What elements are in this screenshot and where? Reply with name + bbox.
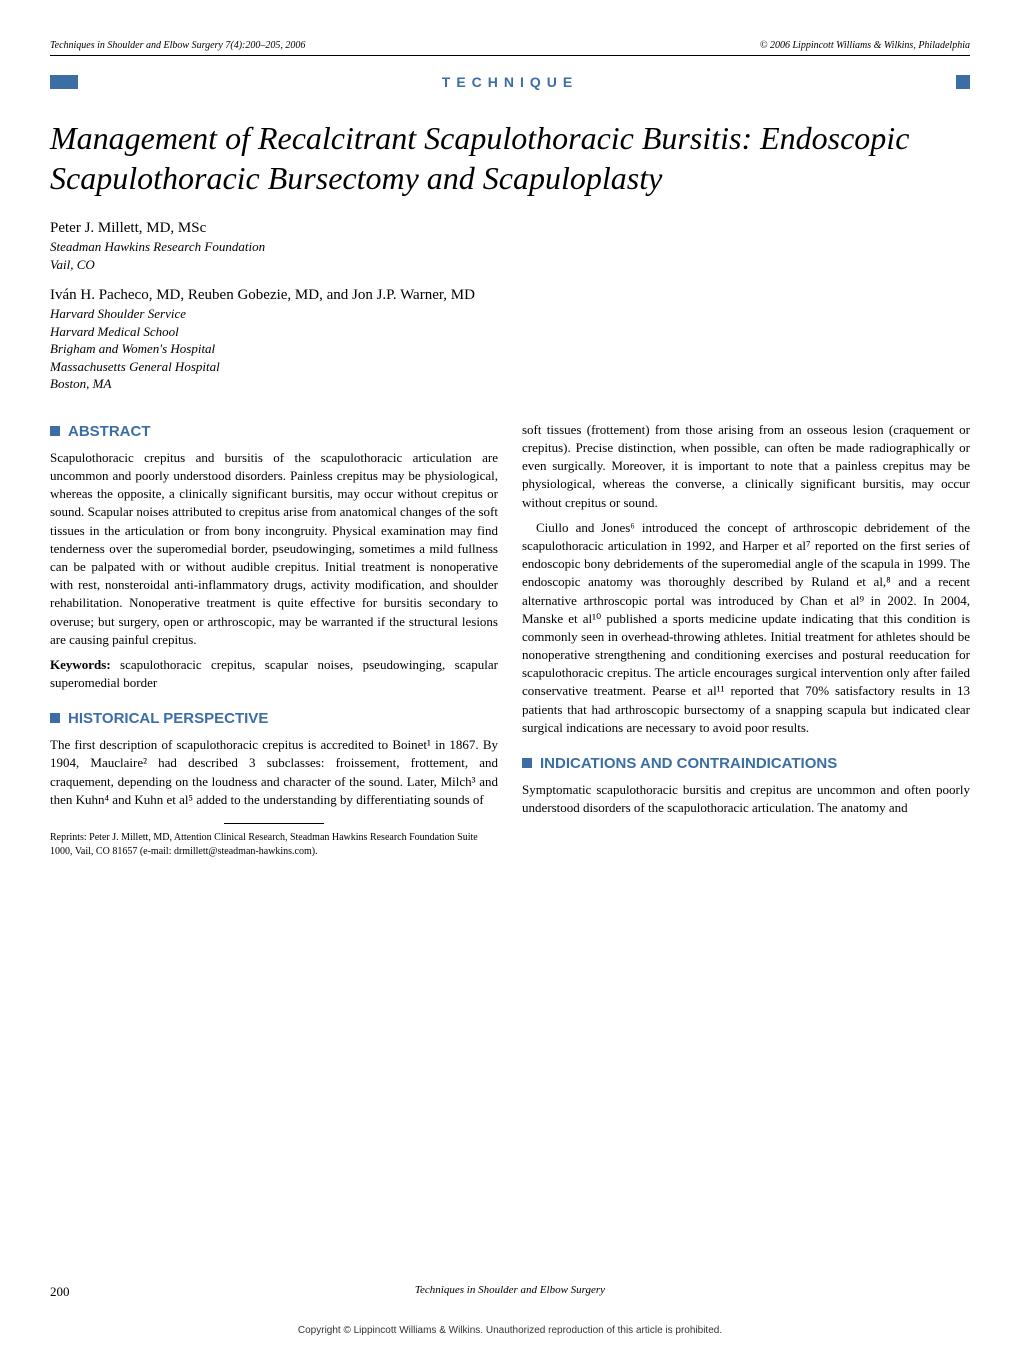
abstract-text: Scapulothoracic crepitus and bursitis of…	[50, 449, 498, 649]
body-paragraph: soft tissues (frottement) from those ari…	[522, 421, 970, 512]
author-block: Iván H. Pacheco, MD, Reuben Gobezie, MD,…	[50, 287, 970, 393]
reprints-rule	[224, 823, 324, 824]
abstract-heading: ABSTRACT	[50, 421, 498, 442]
page-footer: 200 Techniques in Shoulder and Elbow Sur…	[50, 1284, 970, 1300]
column-right: soft tissues (frottement) from those ari…	[522, 421, 970, 858]
technique-label: TECHNIQUE	[442, 74, 578, 90]
author-block: Peter J. Millett, MD, MSc Steadman Hawki…	[50, 220, 970, 273]
abstract-heading-text: ABSTRACT	[68, 421, 151, 442]
author-affiliation: Vail, CO	[50, 256, 970, 274]
indications-text: Symptomatic scapulothoracic bursitis and…	[522, 781, 970, 817]
author-affiliation: Harvard Shoulder Service	[50, 305, 970, 323]
body-columns: ABSTRACT Scapulothoracic crepitus and bu…	[50, 421, 970, 858]
heading-bullet-icon	[50, 713, 60, 723]
historical-heading: HISTORICAL PERSPECTIVE	[50, 708, 498, 729]
copyright-notice: Copyright © Lippincott Williams & Wilkin…	[0, 1325, 1020, 1336]
keywords-label: Keywords:	[50, 657, 111, 672]
keywords: Keywords: scapulothoracic crepitus, scap…	[50, 656, 498, 692]
footer-journal-name: Techniques in Shoulder and Elbow Surgery	[415, 1284, 605, 1296]
historical-text: The first description of scapulothoracic…	[50, 736, 498, 809]
publisher-copyright: © 2006 Lippincott Williams & Wilkins, Ph…	[760, 40, 970, 51]
column-left: ABSTRACT Scapulothoracic crepitus and bu…	[50, 421, 498, 858]
header-rule	[50, 55, 970, 56]
running-header: Techniques in Shoulder and Elbow Surgery…	[50, 40, 970, 51]
body-paragraph: Ciullo and Jones⁶ introduced the concept…	[522, 519, 970, 737]
reprints-info: Reprints: Peter J. Millett, MD, Attentio…	[50, 831, 498, 858]
author-list: Peter J. Millett, MD, MSc Steadman Hawki…	[50, 220, 970, 393]
author-name: Iván H. Pacheco, MD, Reuben Gobezie, MD,…	[50, 287, 970, 304]
banner-accent-left	[50, 75, 78, 89]
author-affiliation: Massachusetts General Hospital	[50, 358, 970, 376]
author-affiliation: Brigham and Women's Hospital	[50, 340, 970, 358]
author-affiliation: Harvard Medical School	[50, 323, 970, 341]
author-affiliation: Boston, MA	[50, 375, 970, 393]
page-number: 200	[50, 1284, 70, 1300]
heading-bullet-icon	[522, 758, 532, 768]
author-name: Peter J. Millett, MD, MSc	[50, 220, 970, 237]
technique-banner: TECHNIQUE	[50, 74, 970, 90]
heading-bullet-icon	[50, 426, 60, 436]
banner-accent-right	[956, 75, 970, 89]
indications-heading-text: INDICATIONS AND CONTRAINDICATIONS	[540, 753, 837, 774]
keywords-text: scapulothoracic crepitus, scapular noise…	[50, 657, 498, 690]
author-affiliation: Steadman Hawkins Research Foundation	[50, 238, 970, 256]
article-title: Management of Recalcitrant Scapulothorac…	[50, 118, 970, 198]
indications-heading: INDICATIONS AND CONTRAINDICATIONS	[522, 753, 970, 774]
journal-citation: Techniques in Shoulder and Elbow Surgery…	[50, 40, 305, 51]
historical-heading-text: HISTORICAL PERSPECTIVE	[68, 708, 268, 729]
